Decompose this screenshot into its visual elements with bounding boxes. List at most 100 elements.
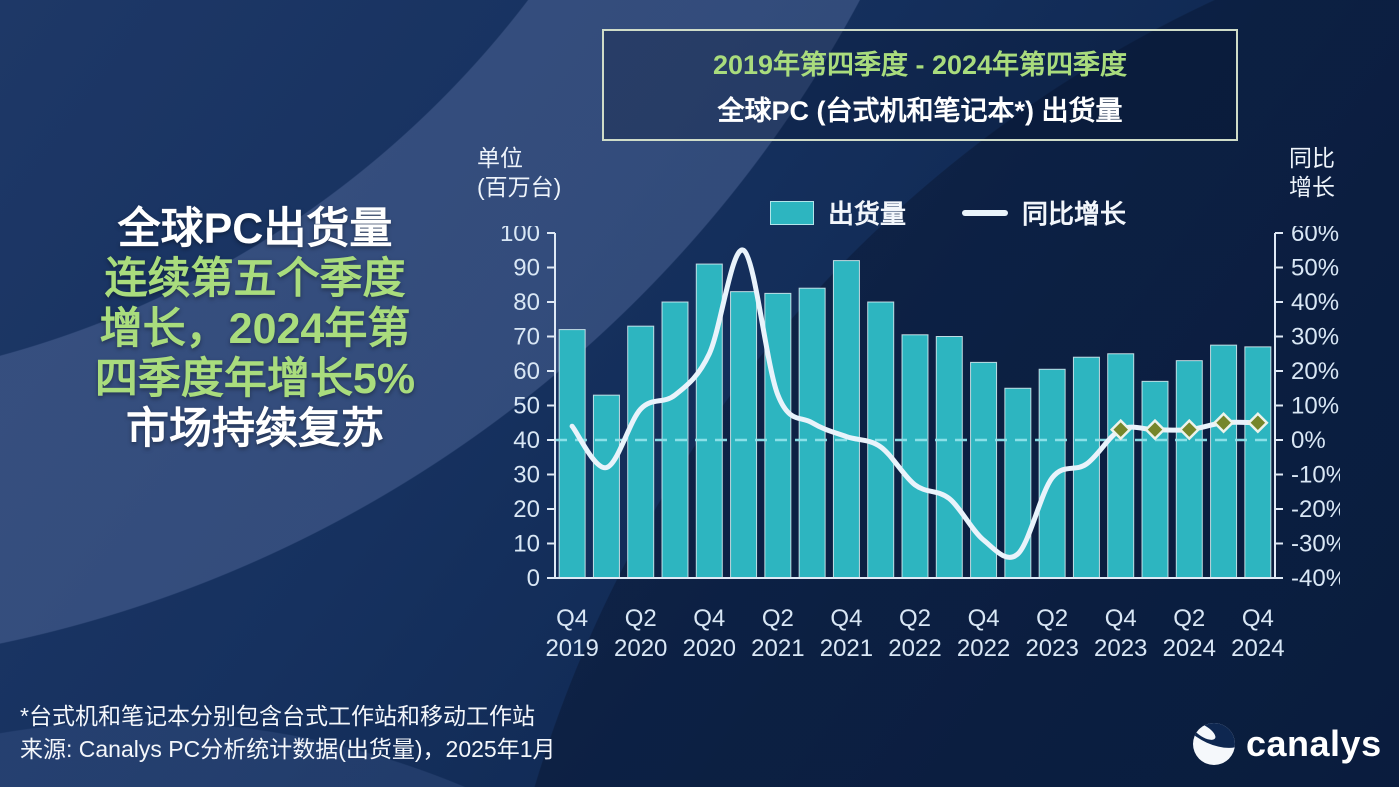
pc-shipments-combo-chart: 0 10 20 30 40 50 60 70 80 90 100 -40% -30% -20% -10% 0%… [500, 226, 1340, 662]
bar-Q1-2021 [730, 291, 758, 579]
svg-text:50%: 50% [1291, 255, 1339, 282]
svg-text:10: 10 [513, 531, 540, 558]
headline-line-3: 增长，2024年第 [99, 305, 411, 353]
svg-text:Q4: Q4 [968, 605, 1000, 632]
svg-text:Q4: Q4 [556, 605, 588, 632]
svg-text:Q2: Q2 [1173, 605, 1205, 632]
canalys-logo-text: canalys [1246, 723, 1382, 764]
svg-text:Q4: Q4 [1242, 605, 1274, 632]
svg-text:Q4: Q4 [830, 605, 862, 632]
svg-text:2024: 2024 [1231, 635, 1284, 662]
headline-line-4: 四季度年增长5% [94, 355, 416, 403]
bars-group [558, 260, 1272, 579]
right-axis-title-line1: 同比 [1289, 145, 1335, 171]
left-axis-title-line2: (百万台) [477, 174, 562, 200]
bar-Q4-2021 [832, 260, 860, 579]
headline: 全球PC出货量 连续第五个季度 增长，2024年第 四季度年增长5% 市场持续复… [40, 204, 470, 454]
source-line: 来源: Canalys PC分析统计数据(出货量)，2025年1月 [20, 736, 556, 762]
svg-text:-30%: -30% [1291, 531, 1340, 558]
svg-text:2021: 2021 [751, 635, 804, 662]
svg-text:90: 90 [513, 255, 540, 282]
svg-text:100: 100 [500, 226, 540, 247]
svg-text:Q4: Q4 [693, 605, 725, 632]
svg-text:60%: 60% [1291, 226, 1339, 247]
svg-text:2022: 2022 [957, 635, 1010, 662]
svg-text:Q2: Q2 [625, 605, 657, 632]
svg-text:20: 20 [513, 496, 540, 523]
bar-Q3-2024 [1210, 344, 1238, 579]
diamond-marker [1247, 411, 1269, 434]
svg-text:80: 80 [513, 289, 540, 316]
bar-Q2-2022 [901, 334, 929, 579]
left-axis-title-line1: 单位 [477, 145, 523, 171]
bar-Q4-2020 [695, 263, 723, 579]
svg-text:2022: 2022 [888, 635, 941, 662]
svg-text:0: 0 [527, 565, 540, 592]
svg-text:70: 70 [513, 324, 540, 351]
svg-text:2023: 2023 [1094, 635, 1147, 662]
title-box: 2019年第四季度 - 2024年第四季度 全球PC (台式机和笔记本*) 出货… [602, 29, 1238, 141]
diamond-marker [1144, 418, 1166, 441]
svg-text:2021: 2021 [820, 635, 873, 662]
canalys-logo-icon [1193, 723, 1235, 765]
bar-Q2-2024 [1175, 360, 1203, 579]
legend: 出货量 同比增长 [770, 194, 1126, 231]
bar-Q4-2023 [1107, 353, 1135, 579]
headline-line-5: 市场持续复苏 [126, 405, 384, 453]
svg-text:-20%: -20% [1291, 496, 1340, 523]
footnote: *台式机和笔记本分别包含台式工作站和移动工作站 [20, 703, 535, 729]
bar-Q2-2020 [627, 325, 655, 579]
svg-text:2024: 2024 [1163, 635, 1216, 662]
right-axis-ticks: -40% -30% -20% -10% 0% 10% 20% 30% 40% 50% 60% [1275, 226, 1340, 592]
legend-bar-swatch [770, 200, 814, 225]
svg-text:60: 60 [513, 358, 540, 385]
right-axis-title: 同比 增长 [1289, 144, 1335, 202]
svg-text:Q2: Q2 [899, 605, 931, 632]
svg-text:Q2: Q2 [1036, 605, 1068, 632]
svg-text:0%: 0% [1291, 427, 1326, 454]
svg-text:40%: 40% [1291, 289, 1339, 316]
legend-bar-label: 出货量 [828, 199, 907, 229]
bar-Q3-2022 [935, 336, 963, 579]
right-axis-title-line2: 增长 [1289, 174, 1335, 200]
svg-text:30: 30 [513, 462, 540, 489]
svg-text:-10%: -10% [1291, 462, 1340, 489]
svg-text:2020: 2020 [614, 635, 667, 662]
svg-text:2020: 2020 [683, 635, 736, 662]
left-axis-title: 单位 (百万台) [477, 144, 561, 202]
svg-text:20%: 20% [1291, 358, 1339, 385]
diamond-marker [1178, 418, 1201, 441]
legend-line-label: 同比增长 [1022, 199, 1127, 229]
svg-text:2023: 2023 [1025, 635, 1078, 662]
bar-Q2-2021 [764, 292, 792, 579]
svg-text:Q4: Q4 [1105, 605, 1137, 632]
diamond-marker [1109, 418, 1132, 441]
growth-diamond-markers [1109, 411, 1269, 441]
bar-Q4-2019 [558, 329, 586, 579]
canalys-logo: canalys [1193, 723, 1382, 765]
title-main: 全球PC (台式机和笔记本*) 出货量 [717, 95, 1123, 126]
svg-text:40: 40 [513, 427, 540, 454]
diamond-marker [1212, 411, 1235, 434]
svg-text:Q2: Q2 [762, 605, 794, 632]
legend-line-swatch [962, 209, 1009, 216]
svg-text:-40%: -40% [1291, 565, 1340, 592]
yoy-growth-line [569, 247, 1261, 560]
bar-Q4-2024 [1244, 346, 1272, 579]
bar-Q2-2023 [1038, 368, 1066, 579]
bar-Q1-2023 [1004, 387, 1032, 579]
svg-text:30%: 30% [1291, 324, 1339, 351]
title-period: 2019年第四季度 - 2024年第四季度 [712, 49, 1128, 80]
left-axis-ticks: 0 10 20 30 40 50 60 70 80 90 100 [500, 226, 555, 592]
svg-text:50: 50 [513, 393, 540, 420]
bar-Q3-2021 [798, 287, 826, 579]
svg-text:10%: 10% [1291, 393, 1339, 420]
bar-Q1-2024 [1141, 380, 1169, 579]
headline-line-1: 全球PC出货量 [117, 205, 393, 253]
bar-Q1-2020 [592, 394, 620, 579]
headline-line-2: 连续第五个季度 [104, 255, 406, 303]
x-axis-labels: Q4 2019 Q2 2020 Q4 2020 Q2 2021 Q4 2021 Q2 2022 Q4 20… [545, 605, 1284, 662]
footer: *台式机和笔记本分别包含台式工作站和移动工作站 来源: Canalys PC分析… [20, 700, 556, 766]
svg-text:2019: 2019 [545, 635, 598, 662]
